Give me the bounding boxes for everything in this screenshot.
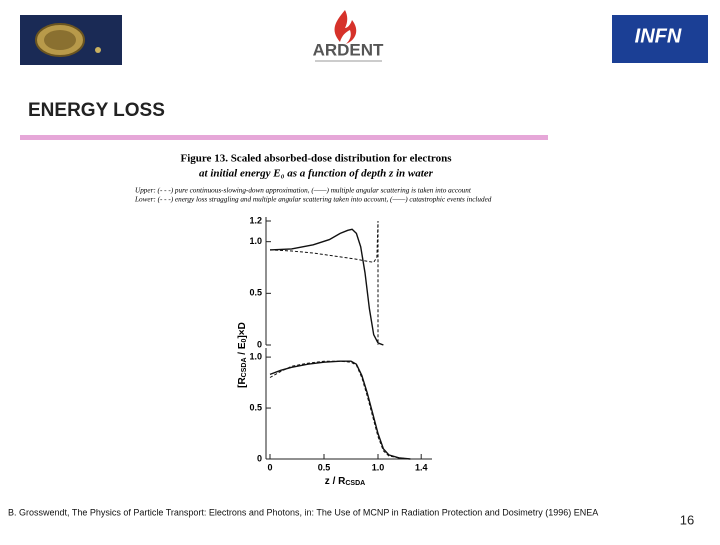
y-tick-label: 1.0 (249, 236, 262, 246)
logo-dot (95, 47, 101, 53)
y-tick-label: 0.5 (249, 288, 262, 298)
x-axis-label: z / RCSDA (325, 476, 365, 487)
citation: B. Grosswendt, The Physics of Particle T… (8, 507, 598, 517)
title-rule (20, 135, 548, 140)
curve (269, 360, 411, 460)
ardent-logo-text: ARDENT (313, 40, 384, 59)
ardent-flame (334, 10, 357, 44)
y-axis-label: [RCSDA / E0]×D (237, 322, 248, 388)
y-tick-label: 1.0 (249, 351, 262, 361)
logo-emblem-inner (44, 30, 76, 50)
y-tick-label: 1.2 (249, 215, 262, 225)
curve (269, 220, 379, 345)
slide-title: ENERGY LOSS (28, 100, 165, 121)
infn-logo-text: INFN (635, 25, 682, 47)
x-tick-label: 0 (267, 462, 272, 472)
y-tick-label: 0.5 (249, 402, 262, 412)
curve (269, 228, 384, 346)
caption-line: at initial energy E₀ as a function of de… (199, 168, 434, 180)
figure-note: Upper: (- - -) pure continuous-slowing-d… (135, 187, 472, 195)
right-logo (612, 15, 708, 63)
x-tick-label: 1.0 (372, 462, 385, 472)
curve (269, 360, 411, 460)
x-tick-label: 0.5 (318, 462, 331, 472)
figure-note: Lower: (- - -) energy loss straggling an… (134, 196, 492, 204)
figure-charts: 0 0.5 1.0 1.2 0 0.5 1.0 0 0.5 1.0 1.4 (249, 215, 432, 472)
x-tick-label: 1.4 (415, 462, 428, 472)
y-tick-label: 0 (257, 453, 262, 463)
caption-line: Figure 13. Scaled absorbed-dose distribu… (180, 153, 452, 165)
page-number: 16 (680, 512, 694, 527)
y-tick-label: 0 (257, 339, 262, 349)
